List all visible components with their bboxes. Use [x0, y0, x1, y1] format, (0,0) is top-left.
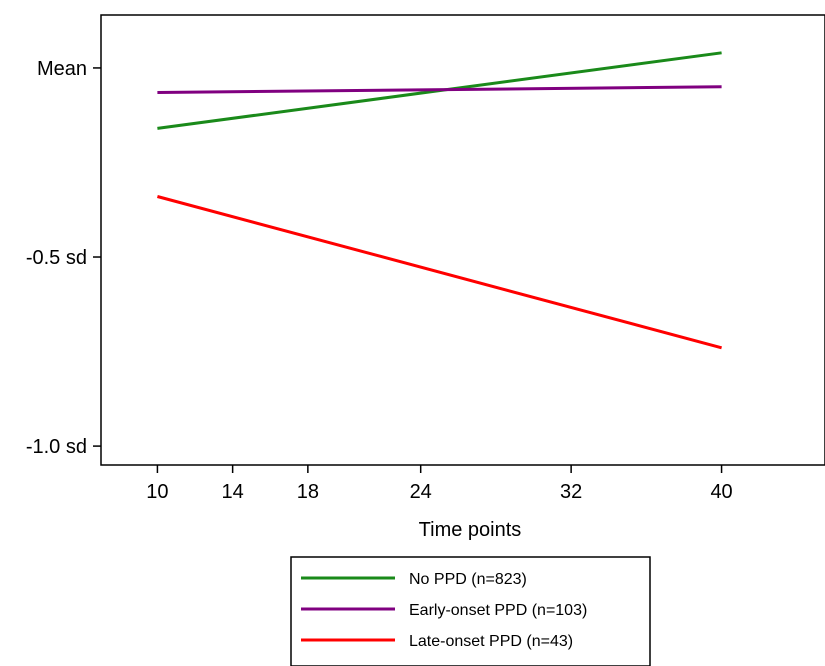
- x-axis: 10 14 18 24 32 40: [146, 465, 733, 503]
- x-tick-label: 32: [560, 481, 582, 503]
- series-line-2: [157, 85, 722, 94]
- legend-box: [290, 556, 651, 666]
- series-layer: [157, 51, 722, 350]
- y-axis: Mean -0.5 sd -1.0 sd: [26, 58, 101, 458]
- series-line-3: [157, 195, 722, 350]
- plot-frame: [100, 14, 825, 466]
- legend-label: No PPD (n=823): [409, 571, 527, 588]
- legend: No PPD (n=823) Early-onset PPD (n=103) Lat…: [290, 556, 651, 666]
- x-tick-label: 14: [222, 481, 244, 503]
- x-tick-label: 24: [410, 481, 432, 503]
- legend-label: Late-onset PPD (n=43): [409, 633, 573, 650]
- y-tick-label: -1.0 sd: [26, 436, 87, 458]
- y-tick-label: -0.5 sd: [26, 247, 87, 269]
- legend-label: Early-onset PPD (n=103): [409, 602, 587, 619]
- x-tick-label: 10: [146, 481, 168, 503]
- y-tick-label: Mean: [37, 58, 87, 80]
- x-axis-title: Time points: [419, 519, 522, 541]
- x-tick-label: 40: [710, 481, 732, 503]
- x-tick-label: 18: [297, 481, 319, 503]
